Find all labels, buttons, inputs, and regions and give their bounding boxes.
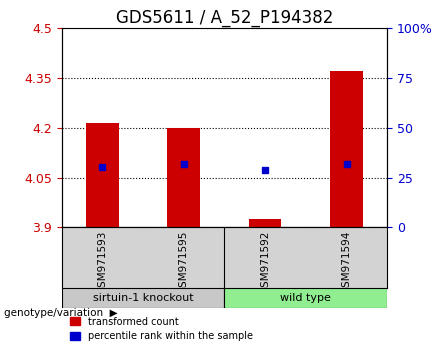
Text: GSM971594: GSM971594 [341,230,352,294]
Bar [249,219,282,228]
FancyBboxPatch shape [224,288,387,308]
Text: genotype/variation  ▶: genotype/variation ▶ [4,308,118,318]
Bar [86,123,119,228]
Legend: transformed count, percentile rank within the sample: transformed count, percentile rank withi… [66,313,257,346]
Title: GDS5611 / A_52_P194382: GDS5611 / A_52_P194382 [116,9,333,27]
Text: GSM971595: GSM971595 [179,230,189,294]
Text: wild type: wild type [280,293,331,303]
Text: GSM971592: GSM971592 [260,230,270,294]
Bar [330,72,363,228]
FancyBboxPatch shape [62,288,224,308]
Text: sirtuin-1 knockout: sirtuin-1 knockout [93,293,193,303]
Bar [167,128,200,228]
Text: GSM971593: GSM971593 [97,230,107,294]
